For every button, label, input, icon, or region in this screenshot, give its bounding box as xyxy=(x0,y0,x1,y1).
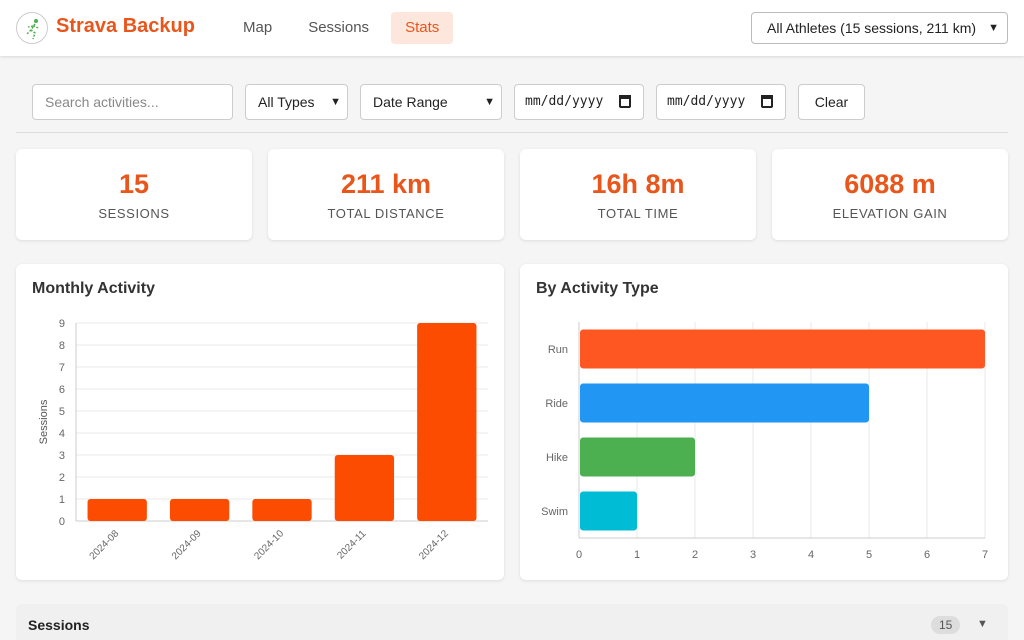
y-tick-label: 3 xyxy=(59,450,65,462)
chart-title: Monthly Activity xyxy=(32,280,155,297)
stat-value: 6088 m xyxy=(844,169,936,199)
stat-label: TOTAL DISTANCE xyxy=(327,206,445,221)
bar xyxy=(580,383,869,423)
date-range-value: Date Range xyxy=(373,94,448,110)
activity-type-card: By Activity Type 0 1 2 3 4 5 6 7 Run Ride Hike Swim xyxy=(520,264,1008,580)
clear-button[interactable]: Clear xyxy=(798,84,865,120)
y-tick-label: Run xyxy=(548,344,568,356)
y-tick-label: 8 xyxy=(59,340,65,352)
date-to-value: mm/dd/yyyy xyxy=(667,94,746,109)
calendar-icon[interactable] xyxy=(619,95,631,108)
bar xyxy=(580,437,695,477)
athlete-select-value: All Athletes (15 sessions, 211 km) xyxy=(767,20,977,36)
stat-label: ELEVATION GAIN xyxy=(832,206,948,221)
y-tick-label: 4 xyxy=(59,428,65,440)
chevron-down-icon: ▼ xyxy=(988,22,999,34)
x-tick-label: 1 xyxy=(634,549,640,561)
stat-value: 15 xyxy=(118,169,150,199)
y-tick-label: Ride xyxy=(545,398,568,410)
sessions-section-header[interactable]: Sessions 15 ▼ xyxy=(16,604,1008,640)
x-tick-label: 5 xyxy=(866,549,872,561)
bar xyxy=(87,499,147,521)
y-tick-label: 6 xyxy=(59,384,65,396)
search-input[interactable]: Search activities... xyxy=(32,84,233,120)
main-nav: Map Sessions Stats xyxy=(229,12,461,44)
activity-type-chart: 0 1 2 3 4 5 6 7 Run Ride Hike Swim xyxy=(541,322,988,561)
triangle-down-icon[interactable]: ▼ xyxy=(977,618,988,630)
bar xyxy=(417,323,477,521)
x-tick-label: 2024-11 xyxy=(335,528,369,562)
stat-card-elevation: 6088 m ELEVATION GAIN xyxy=(772,149,1008,240)
monthly-activity-card: Monthly Activity 0 1 2 3 4 5 6 7 8 9 Sessions 2024-… xyxy=(16,264,504,580)
y-tick-label: 5 xyxy=(59,406,65,418)
x-tick-label: 2024-08 xyxy=(88,528,122,562)
stat-value: 211 km xyxy=(340,169,432,199)
stat-card-time: 16h 8m TOTAL TIME xyxy=(520,149,756,240)
x-tick-label: 3 xyxy=(750,549,756,561)
chevron-down-icon: ▼ xyxy=(330,96,341,108)
x-tick-label: 2 xyxy=(692,549,698,561)
bar xyxy=(252,499,312,521)
bar xyxy=(334,455,395,521)
monthly-activity-chart: 0 1 2 3 4 5 6 7 8 9 Sessions 2024-08 2024-09 2024-10 2… xyxy=(38,318,488,562)
chart-title: By Activity Type xyxy=(536,280,659,297)
date-range-select[interactable]: Date Range ▼ xyxy=(360,84,502,120)
y-axis-label: Sessions xyxy=(38,399,50,444)
stat-label: SESSIONS xyxy=(98,206,170,221)
y-tick-label: 2 xyxy=(59,472,65,484)
y-tick-label: Swim xyxy=(541,506,568,518)
nav-sessions[interactable]: Sessions xyxy=(308,19,370,36)
sessions-title: Sessions xyxy=(28,617,90,633)
athlete-select[interactable]: All Athletes (15 sessions, 211 km) ▼ xyxy=(751,12,1008,44)
y-tick-label: 0 xyxy=(59,516,65,528)
date-from-input[interactable]: mm/dd/yyyy xyxy=(514,84,644,120)
y-tick-label: Hike xyxy=(546,452,568,464)
x-tick-label: 6 xyxy=(924,549,930,561)
date-from-value: mm/dd/yyyy xyxy=(525,94,604,109)
x-tick-label: 7 xyxy=(982,549,988,561)
bar xyxy=(580,329,985,369)
y-tick-label: 7 xyxy=(59,362,65,374)
app-header: Strava Backup Map Sessions Stats All Ath… xyxy=(0,0,1024,56)
type-select[interactable]: All Types ▼ xyxy=(245,84,348,120)
search-placeholder: Search activities... xyxy=(45,94,159,110)
x-tick-label: 0 xyxy=(576,549,582,561)
stat-card-sessions: 15 SESSIONS xyxy=(16,149,252,240)
x-tick-label: 4 xyxy=(808,549,814,561)
sessions-count-badge: 15 xyxy=(931,616,961,634)
y-tick-label: 9 xyxy=(59,318,65,330)
bar xyxy=(169,499,230,521)
nav-map[interactable]: Map xyxy=(243,19,273,36)
stat-label: TOTAL TIME xyxy=(597,206,679,221)
bar xyxy=(580,491,637,531)
filter-bar: Search activities... All Types ▼ Date Ra… xyxy=(16,72,1008,133)
date-to-input[interactable]: mm/dd/yyyy xyxy=(656,84,786,120)
type-select-value: All Types xyxy=(258,94,315,110)
runner-logo-icon xyxy=(16,12,48,44)
app-title: Strava Backup xyxy=(56,15,195,37)
y-tick-label: 1 xyxy=(59,494,65,506)
stat-card-distance: 211 km TOTAL DISTANCE xyxy=(268,149,504,240)
calendar-icon[interactable] xyxy=(761,95,773,108)
x-tick-label: 2024-12 xyxy=(417,528,451,562)
x-tick-label: 2024-09 xyxy=(170,528,204,562)
x-tick-label: 2024-10 xyxy=(252,528,286,562)
chevron-down-icon: ▼ xyxy=(484,96,495,108)
stat-value: 16h 8m xyxy=(591,169,685,199)
nav-stats[interactable]: Stats xyxy=(391,12,454,44)
